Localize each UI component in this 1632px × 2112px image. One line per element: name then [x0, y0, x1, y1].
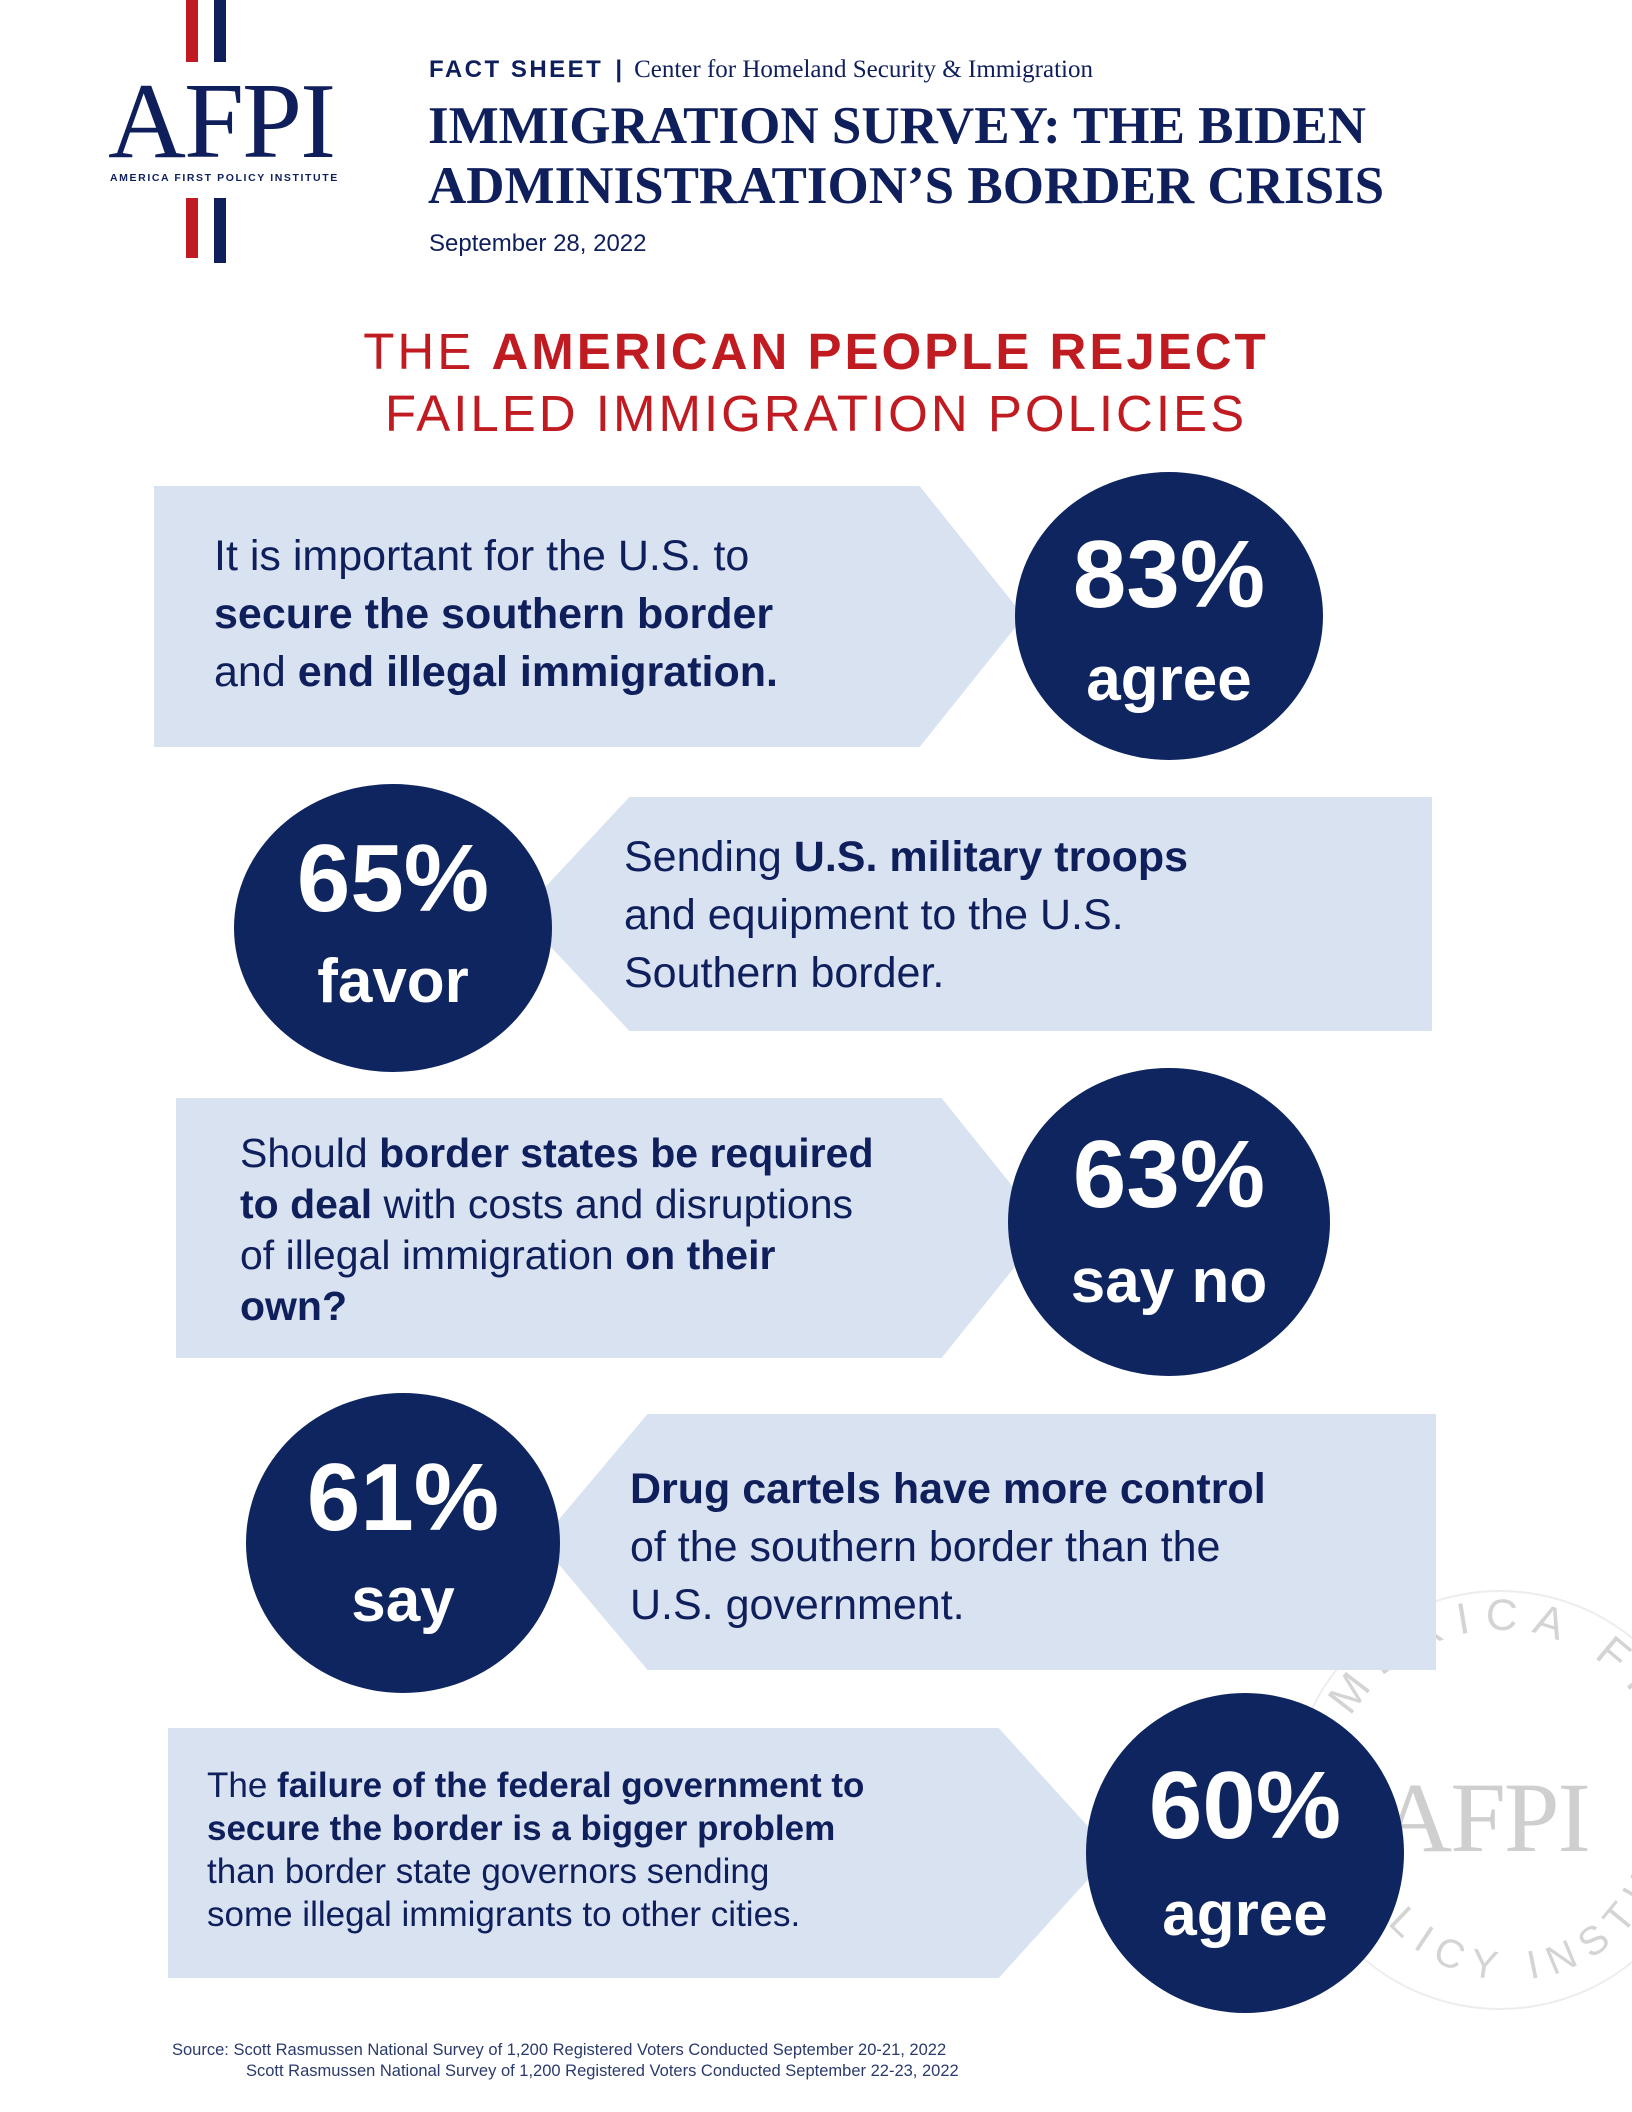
stat-panel-3 — [176, 1098, 1046, 1358]
stat-4-line-1-bold: Drug cartels have more control — [630, 1465, 1266, 1513]
stat-5-percent: 60% — [1148, 1752, 1342, 1859]
stat-5-line-4: some illegal immigrants to other cities. — [207, 1895, 801, 1934]
header-kicker: FACT SHEET | Center for Homeland Security … — [429, 56, 1093, 84]
stat-2-line-1-pre: Sending — [624, 833, 794, 881]
stat-5-line-1-pre: The — [207, 1766, 278, 1805]
stat-4-label: say — [351, 1566, 455, 1635]
stat-circle-4: 61% say — [246, 1393, 560, 1693]
publish-date: September 28, 2022 — [429, 230, 647, 257]
kicker-separator: | — [615, 56, 623, 83]
stat-2-percent: 65% — [296, 825, 490, 932]
stat-text-5: The failure of the federal government to… — [207, 1764, 864, 1936]
stat-3-label: say no — [1070, 1247, 1268, 1316]
stat-panel-2 — [520, 797, 1432, 1031]
stat-2-label: favor — [317, 947, 469, 1016]
stat-3-line-3-bold: on their — [625, 1232, 776, 1278]
stat-1-label: agree — [1086, 645, 1252, 714]
stat-text-2: Sending U.S. military troops and equipme… — [624, 828, 1188, 1002]
stat-circle-2: 65% favor — [234, 784, 552, 1072]
source-citation: Source: Scott Rasmussen National Survey … — [172, 2040, 1372, 2082]
stat-3-line-2-post: with costs and disruptions — [372, 1181, 853, 1227]
stat-2-line-1-bold: U.S. military troops — [793, 833, 1189, 881]
stat-2-line-3: Southern border. — [624, 949, 945, 997]
title-line-1: IMMIGRATION SURVEY: THE BIDEN — [428, 97, 1367, 155]
logo-subtitle: AMERICA FIRST POLICY INSTITUTE — [110, 172, 339, 184]
page-title: IMMIGRATION SURVEY: THE BIDEN ADMINISTRA… — [428, 96, 1428, 216]
stat-3-line-3-pre: of illegal immigration — [240, 1232, 626, 1278]
fact-sheet-label: FACT SHEET — [429, 56, 604, 83]
headline-line-1: THE AMERICAN PEOPLE REJECT — [0, 320, 1632, 384]
title-line-2: ADMINISTRATION’S BORDER CRISIS — [428, 157, 1385, 215]
stat-5-label: agree — [1162, 1880, 1328, 1949]
headline-line-2: FAILED IMMIGRATION POLICIES — [384, 385, 1248, 442]
stat-text-1: It is important for the U.S. to secure t… — [214, 527, 778, 701]
stat-5-line-3: than border state governors sending — [207, 1852, 770, 1891]
stat-1-line-3-pre: and — [214, 648, 298, 696]
stat-text-3: Should border states be required to deal… — [240, 1128, 874, 1332]
headline-prefix: THE — [363, 323, 492, 380]
center-name: Center for Homeland Security & Immigrati… — [634, 56, 1093, 83]
stat-5-line-1-bold: failure of the federal government to — [277, 1766, 865, 1805]
watermark-wordmark: AFPI — [1380, 1762, 1591, 1873]
logo-wordmark: AFPI — [108, 62, 336, 181]
headline-bold: AMERICAN PEOPLE REJECT — [491, 323, 1269, 380]
logo-stripe-navy-bottom — [214, 198, 226, 263]
stat-3-line-1-pre: Should — [240, 1130, 380, 1176]
stat-4-percent: 61% — [306, 1444, 500, 1551]
stat-circle-1: 83% agree — [1015, 472, 1323, 760]
stat-4-line-2: of the southern border than the — [630, 1523, 1221, 1571]
stat-3-line-1-bold: border states be required — [379, 1130, 874, 1176]
logo-stripe-navy-top — [214, 0, 226, 62]
stat-1-line-1: It is important for the U.S. to — [214, 532, 750, 580]
stat-1-line-2: secure the southern border — [214, 590, 774, 638]
source-line-2: Scott Rasmussen National Survey of 1,200… — [246, 2062, 959, 2080]
stat-panel-4 — [540, 1414, 1436, 1670]
stat-circle-3: 63% say no — [1008, 1068, 1330, 1376]
stat-1-line-3-bold: end illegal immigration. — [297, 648, 778, 696]
stat-2-line-2: and equipment to the U.S. — [624, 891, 1124, 939]
stat-3-line-2-bold: to deal — [240, 1181, 373, 1227]
stat-circle-5: 60% agree — [1086, 1693, 1404, 2013]
logo-stripe-red-bottom — [186, 198, 198, 258]
stat-3-line-4-bold: own? — [240, 1283, 348, 1329]
stat-text-4: Drug cartels have more control of the so… — [630, 1460, 1266, 1634]
logo-stripe-red-top — [186, 0, 198, 62]
stat-panel-1 — [154, 486, 1024, 747]
stat-4-line-3: U.S. government. — [630, 1581, 965, 1629]
stat-panel-5 — [168, 1728, 1112, 1978]
stat-3-percent: 63% — [1072, 1121, 1266, 1228]
stat-1-percent: 83% — [1072, 521, 1266, 628]
source-line-1: Source: Scott Rasmussen National Survey … — [172, 2041, 947, 2059]
stat-5-line-2-bold: secure the border is a bigger problem — [207, 1809, 836, 1848]
